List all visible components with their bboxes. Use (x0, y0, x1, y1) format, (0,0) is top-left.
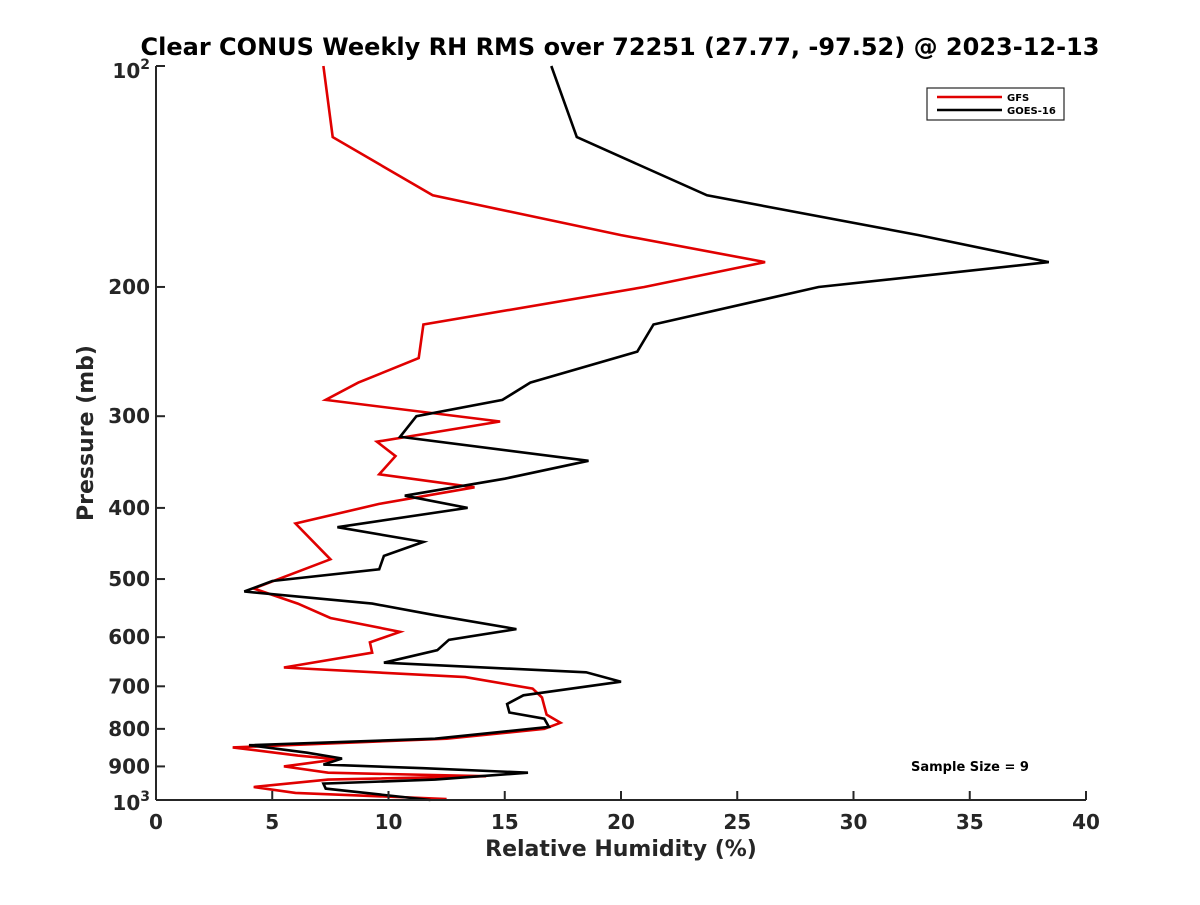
y-tick-label: 500 (108, 567, 150, 591)
y-tick-label: 400 (108, 496, 150, 520)
x-tick-label: 30 (840, 810, 868, 834)
y-tick-label: 300 (108, 404, 150, 428)
series-line-goes16 (243, 65, 1050, 802)
x-tick-label: 40 (1072, 810, 1100, 834)
y-axis-label: Pressure (mb) (74, 345, 99, 521)
x-tick-label: 20 (607, 810, 635, 834)
y-tick-label: 800 (108, 717, 150, 741)
x-tick-label: 10 (375, 810, 403, 834)
sample-size-annotation: Sample Size = 9 (911, 760, 1029, 775)
legend: GFS GOES-16 (926, 87, 1065, 121)
series-line-gfs (232, 65, 766, 801)
chart-title: Clear CONUS Weekly RH RMS over 72251 (27… (141, 33, 1100, 61)
x-tick-label: 35 (956, 810, 984, 834)
x-tick-label: 15 (491, 810, 519, 834)
y-tick-label: 200 (108, 275, 150, 299)
y-tick-label: 600 (108, 625, 150, 649)
y-tick-label-bottom: 103 (112, 789, 150, 815)
x-axis-ticks: 0 5 10 15 20 25 30 35 40 (149, 791, 1100, 834)
x-tick-label: 25 (723, 810, 751, 834)
y-tick-label: 900 (108, 754, 150, 778)
x-tick-label: 0 (149, 810, 163, 834)
legend-label-gfs: GFS (1007, 93, 1029, 104)
y-tick-label-top: 102 (112, 57, 150, 83)
y-tick-label: 700 (108, 674, 150, 698)
plot-area (232, 65, 1050, 802)
legend-box (926, 87, 1065, 121)
x-axis-label: Relative Humidity (%) (485, 837, 757, 862)
x-tick-label: 5 (265, 810, 279, 834)
legend-label-goes16: GOES-16 (1007, 106, 1056, 117)
y-axis-ticks: 200 300 400 500 600 700 800 900 (108, 65, 165, 778)
